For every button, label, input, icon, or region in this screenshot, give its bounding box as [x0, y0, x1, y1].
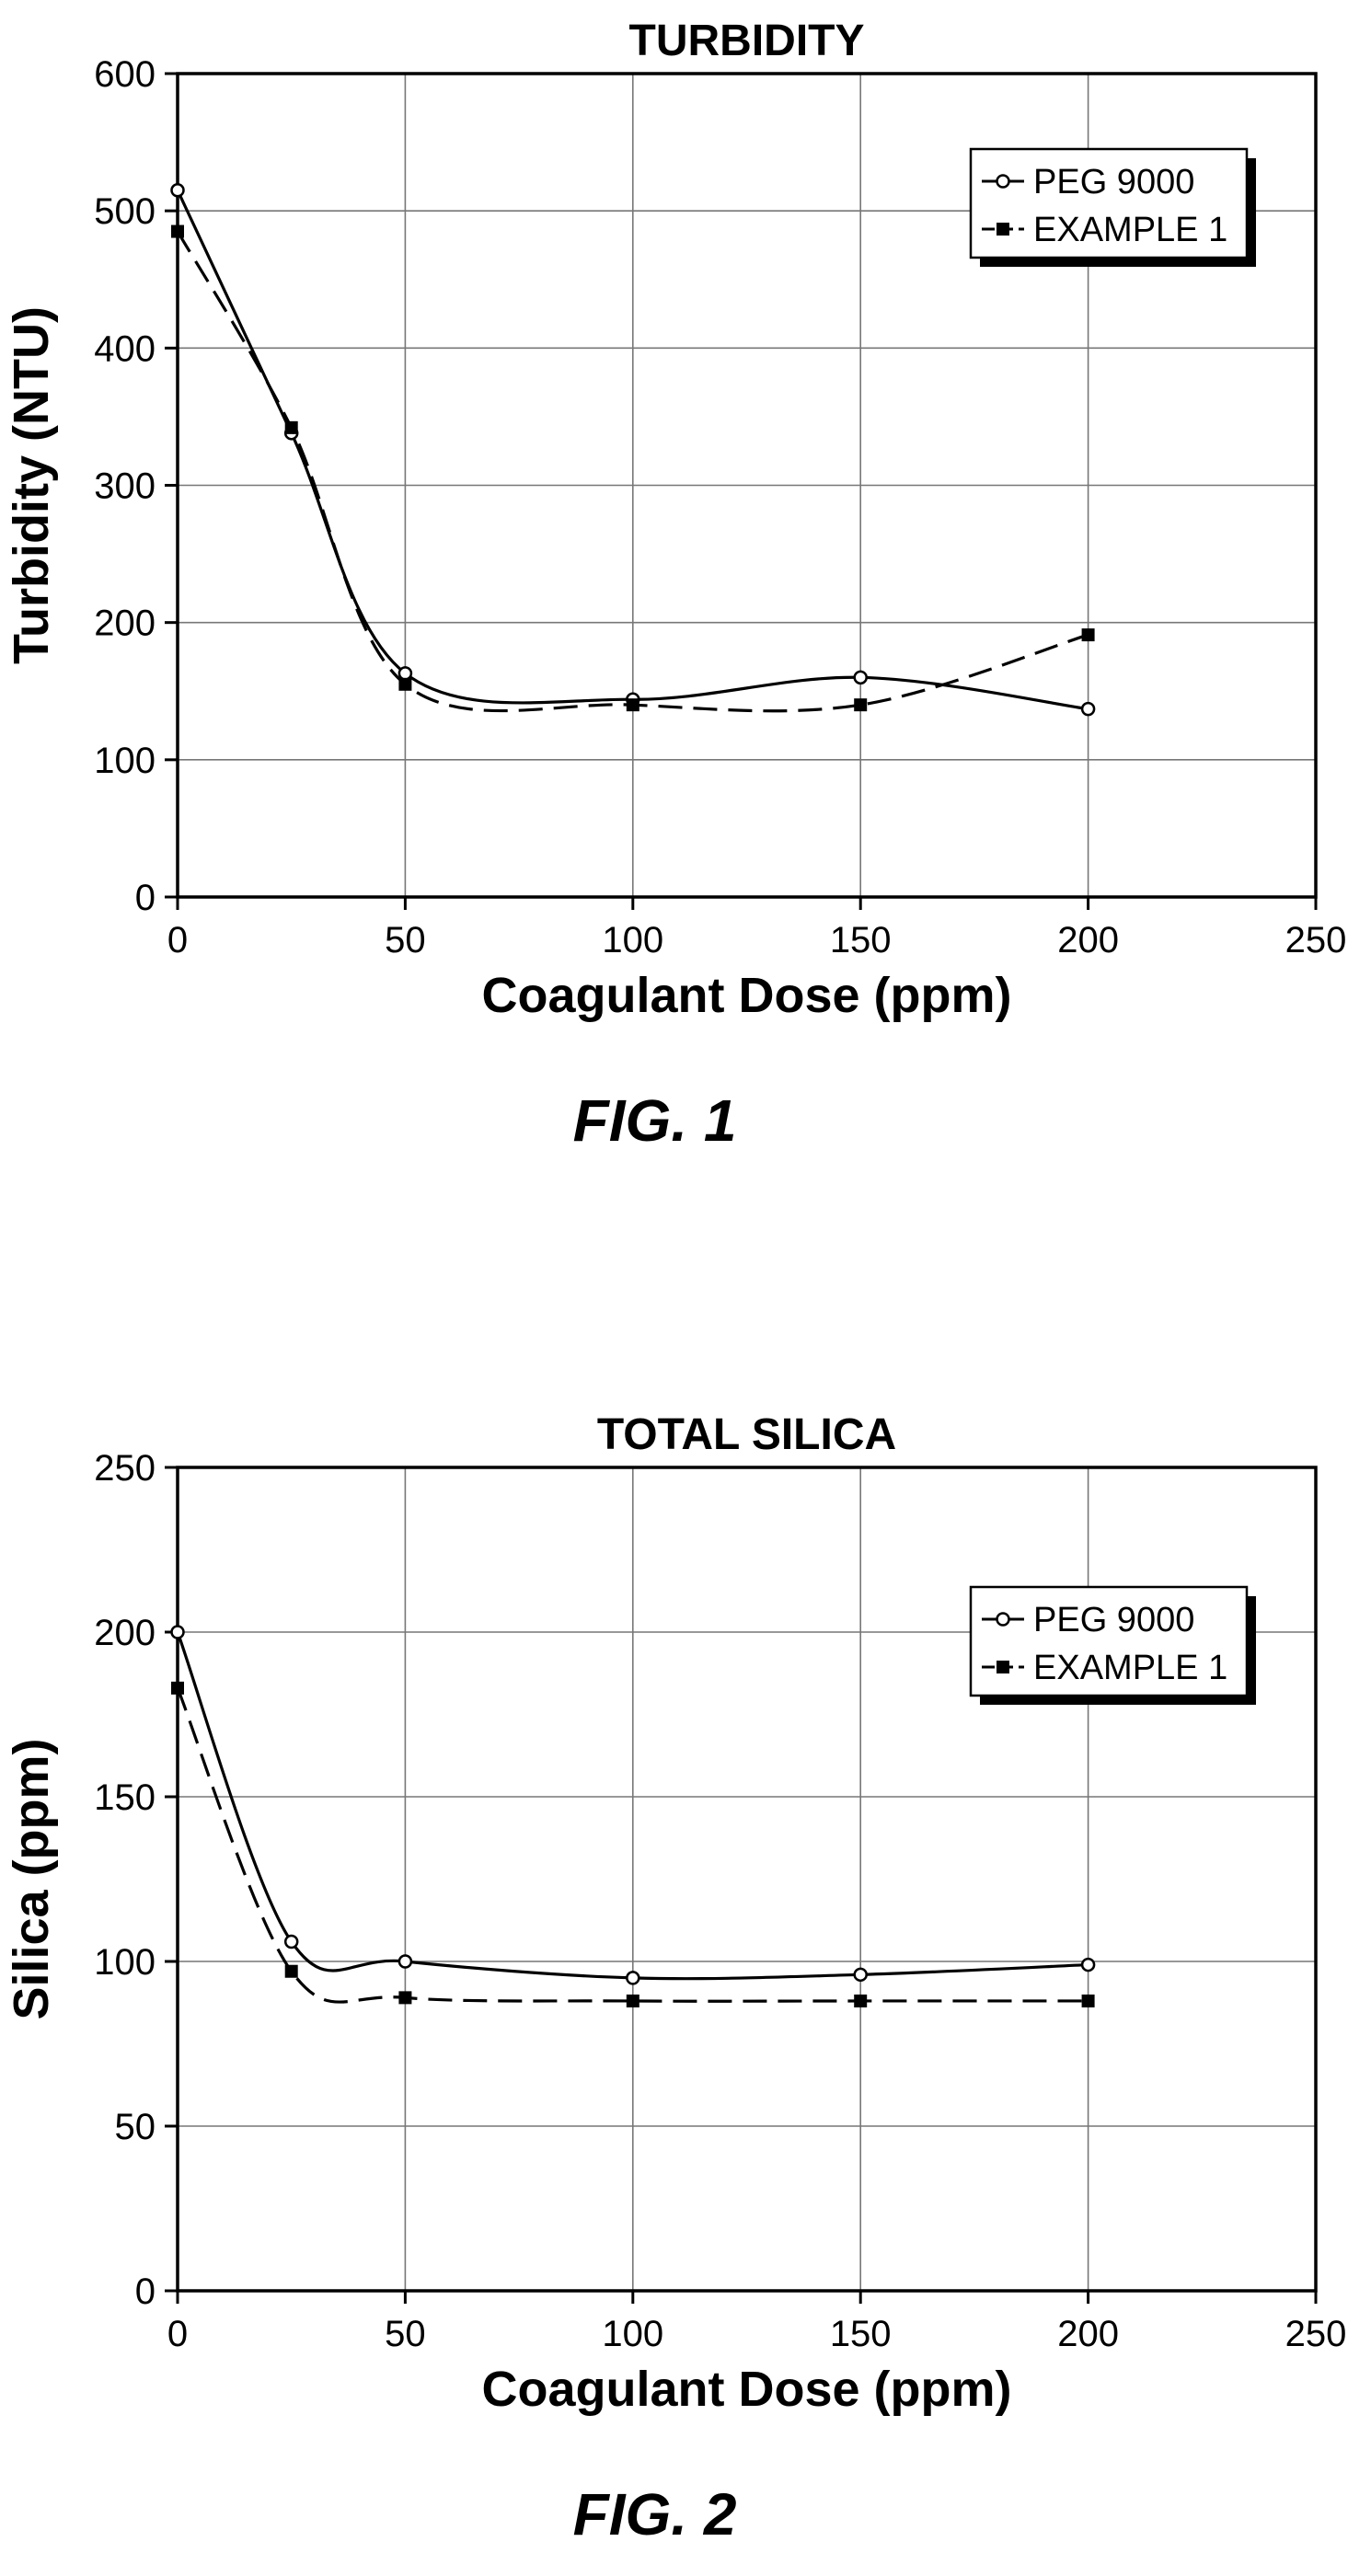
legend-label: EXAMPLE 1: [1033, 211, 1227, 249]
figure-caption: FIG. 1: [573, 1087, 737, 1154]
data-point-circle: [397, 666, 413, 681]
x-axis-label: Coagulant Dose (ppm): [482, 2362, 1012, 2417]
y-tick-label: 0: [135, 2271, 156, 2312]
series-line: [176, 1631, 1089, 1981]
y-tick-label: 200: [94, 604, 156, 644]
y-axis-ticks: 0 50 100 150 200 250: [94, 1448, 178, 2312]
chart-title: TURBIDITY: [629, 17, 865, 65]
data-point-square: [854, 1994, 868, 2007]
y-tick-label: 500: [94, 191, 156, 232]
chart-title: TOTAL SILICA: [597, 1410, 896, 1459]
x-tick-label: 250: [1285, 920, 1347, 960]
data-point-square: [171, 1681, 184, 1695]
data-point-circle: [853, 1967, 868, 1983]
y-tick-label: 0: [135, 878, 156, 918]
series-example-1: [171, 1681, 1095, 2007]
data-point-square: [854, 698, 868, 712]
legend-marker-square: [997, 1661, 1009, 1673]
legend-marker-circle: [996, 1612, 1010, 1627]
data-point-circle: [626, 1971, 640, 1985]
figure-caption: FIG. 2: [573, 2481, 737, 2547]
data-point-square: [284, 1964, 298, 1978]
legend-box: [969, 147, 1249, 259]
x-tick-label: 0: [167, 920, 188, 960]
x-tick-label: 200: [1057, 920, 1119, 960]
x-tick-label: 150: [830, 920, 892, 960]
x-axis-ticks: 0 50 100 150 200 250: [167, 2291, 1347, 2354]
y-axis-ticks: 0 100 200 300 400 500 600: [94, 54, 178, 918]
x-tick-label: 0: [167, 2314, 188, 2354]
y-tick-label: 100: [94, 741, 156, 781]
data-point-square: [171, 224, 184, 238]
legend-label: PEG 9000: [1033, 1601, 1194, 1639]
data-point-square: [398, 677, 412, 691]
data-point-square: [284, 420, 298, 434]
legend-label: EXAMPLE 1: [1033, 1649, 1227, 1687]
y-tick-label: 300: [94, 466, 156, 507]
y-tick-label: 150: [94, 1777, 156, 1818]
x-tick-label: 50: [385, 2314, 426, 2354]
data-point-square: [398, 1991, 412, 2005]
x-tick-label: 100: [602, 2314, 663, 2354]
chart-1: TURBIDITY 0 50 100 150 200 250 0 100 200 300 400 500…: [4, 17, 1347, 1154]
legend: PEG 9000 EXAMPLE 1: [969, 1585, 1256, 1705]
data-point-circle: [397, 1954, 413, 1969]
x-tick-label: 200: [1057, 2314, 1119, 2354]
plot-frame: [176, 1466, 1318, 2293]
data-point-circle: [853, 670, 868, 685]
data-point-circle: [283, 1934, 299, 1949]
data-point-square: [1081, 1994, 1095, 2007]
y-tick-label: 100: [94, 1942, 156, 1983]
x-axis-label: Coagulant Dose (ppm): [482, 968, 1012, 1023]
y-tick-label: 250: [94, 1448, 156, 1489]
data-point-square: [626, 1994, 639, 2007]
series-line: [176, 1687, 1089, 2004]
legend-marker-circle: [996, 174, 1010, 189]
legend-box: [969, 1585, 1249, 1697]
y-tick-label: 50: [115, 2107, 156, 2147]
x-tick-label: 100: [602, 920, 663, 960]
y-axis-label: Silica (ppm): [4, 1738, 59, 2019]
series-example-1: [171, 224, 1095, 713]
legend: PEG 9000 EXAMPLE 1: [969, 147, 1256, 267]
x-tick-label: 150: [830, 2314, 892, 2354]
series-line: [176, 230, 1089, 713]
legend-marker-square: [997, 223, 1009, 236]
chart-2: TOTAL SILICA 0 50 100 150 200 250 0 50 100 150 200 2…: [4, 1410, 1347, 2547]
x-axis-ticks: 0 50 100 150 200 250: [167, 897, 1347, 960]
data-point-circle: [170, 183, 185, 198]
data-point-square: [1081, 628, 1095, 642]
y-tick-label: 400: [94, 328, 156, 369]
data-point-circle: [170, 1625, 185, 1639]
data-point-circle: [1080, 1957, 1096, 1972]
legend-label: PEG 9000: [1033, 163, 1194, 201]
series-peg-9000: [170, 1625, 1096, 1985]
x-tick-label: 250: [1285, 2314, 1347, 2354]
data-point-circle: [1080, 701, 1096, 717]
y-tick-label: 200: [94, 1613, 156, 1653]
x-tick-label: 50: [385, 920, 426, 960]
data-point-square: [626, 698, 639, 712]
y-axis-label: Turbidity (NTU): [4, 306, 59, 664]
y-tick-label: 600: [94, 54, 156, 95]
